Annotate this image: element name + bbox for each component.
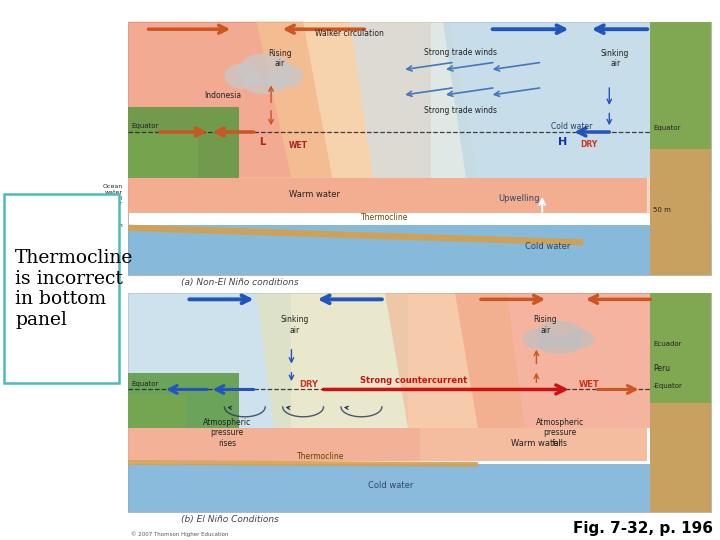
Text: Peru: Peru — [653, 364, 670, 373]
Text: 50 m: 50 m — [653, 207, 671, 213]
FancyBboxPatch shape — [128, 22, 711, 275]
Polygon shape — [128, 22, 332, 178]
Text: (b) El Niño Conditions: (b) El Niño Conditions — [181, 515, 279, 524]
Text: Upwelling: Upwelling — [498, 193, 540, 202]
Text: Strong trade winds: Strong trade winds — [424, 48, 497, 57]
Text: Cold water: Cold water — [368, 481, 413, 490]
Text: Thermocline: Thermocline — [297, 453, 344, 462]
Text: Warm water: Warm water — [289, 190, 341, 199]
Polygon shape — [650, 22, 711, 275]
Polygon shape — [420, 428, 647, 461]
Text: Ecuador: Ecuador — [653, 341, 682, 347]
Ellipse shape — [536, 321, 583, 347]
Text: Rising
air: Rising air — [268, 49, 292, 68]
Text: Thermocline
is incorrect
in bottom
panel: Thermocline is incorrect in bottom panel — [15, 249, 133, 329]
Text: Atmospheric
pressure
rises: Atmospheric pressure rises — [203, 418, 251, 448]
Polygon shape — [128, 106, 239, 178]
Polygon shape — [650, 22, 711, 148]
Polygon shape — [128, 395, 186, 428]
FancyBboxPatch shape — [128, 293, 711, 512]
Text: Cold water: Cold water — [551, 123, 593, 131]
Text: © 2007 Thomson Higher Education: © 2007 Thomson Higher Education — [131, 532, 228, 537]
Text: Strong countercurrent: Strong countercurrent — [360, 376, 467, 385]
Ellipse shape — [566, 330, 595, 348]
Text: Atmospheric
pressure
falls: Atmospheric pressure falls — [536, 418, 584, 448]
Text: WET: WET — [578, 380, 599, 389]
Text: DRY: DRY — [300, 380, 318, 389]
FancyBboxPatch shape — [128, 428, 647, 461]
Ellipse shape — [523, 329, 556, 349]
Polygon shape — [128, 293, 408, 428]
Text: (a) Non-El Niño conditions: (a) Non-El Niño conditions — [181, 278, 298, 287]
Text: Walker circulation: Walker circulation — [315, 29, 384, 38]
Text: Equator: Equator — [131, 123, 158, 129]
FancyBboxPatch shape — [4, 194, 119, 383]
Polygon shape — [443, 22, 650, 178]
Ellipse shape — [225, 64, 259, 89]
Text: DRY: DRY — [580, 140, 598, 149]
Text: Cold water: Cold water — [526, 242, 571, 251]
Text: Indonesia: Indonesia — [204, 91, 241, 100]
Text: Rising
air: Rising air — [534, 315, 557, 335]
Polygon shape — [128, 225, 583, 246]
Polygon shape — [128, 373, 239, 428]
FancyBboxPatch shape — [128, 178, 647, 213]
Text: Warm water: Warm water — [511, 440, 562, 448]
Text: Sinking
air: Sinking air — [601, 49, 629, 68]
Ellipse shape — [239, 53, 292, 86]
Polygon shape — [128, 132, 198, 178]
Polygon shape — [647, 178, 711, 226]
Polygon shape — [350, 22, 650, 178]
Text: 200 m: 200 m — [102, 223, 122, 228]
Polygon shape — [650, 293, 711, 512]
FancyBboxPatch shape — [128, 225, 711, 275]
Text: Thermocline: Thermocline — [361, 213, 408, 222]
Text: Equator: Equator — [131, 381, 158, 387]
Polygon shape — [384, 293, 650, 428]
Text: Fig. 7-32, p. 196: Fig. 7-32, p. 196 — [573, 521, 713, 536]
Text: H: H — [558, 137, 567, 147]
Text: Strong trade winds: Strong trade winds — [424, 106, 497, 115]
Polygon shape — [128, 460, 478, 467]
Ellipse shape — [538, 336, 582, 354]
Polygon shape — [128, 22, 431, 178]
Text: WET: WET — [289, 141, 307, 151]
Polygon shape — [650, 293, 711, 403]
Text: Ocean
water
level
higher: Ocean water level higher — [102, 184, 122, 206]
Polygon shape — [256, 22, 478, 178]
Text: Sinking
air: Sinking air — [280, 315, 309, 335]
Text: L: L — [259, 137, 266, 147]
Polygon shape — [256, 293, 525, 428]
FancyBboxPatch shape — [128, 464, 711, 512]
Text: Equator: Equator — [653, 125, 680, 131]
Polygon shape — [455, 293, 650, 428]
Ellipse shape — [274, 65, 303, 87]
Ellipse shape — [242, 71, 289, 94]
Polygon shape — [128, 293, 292, 428]
Text: -Equator: -Equator — [653, 383, 683, 389]
